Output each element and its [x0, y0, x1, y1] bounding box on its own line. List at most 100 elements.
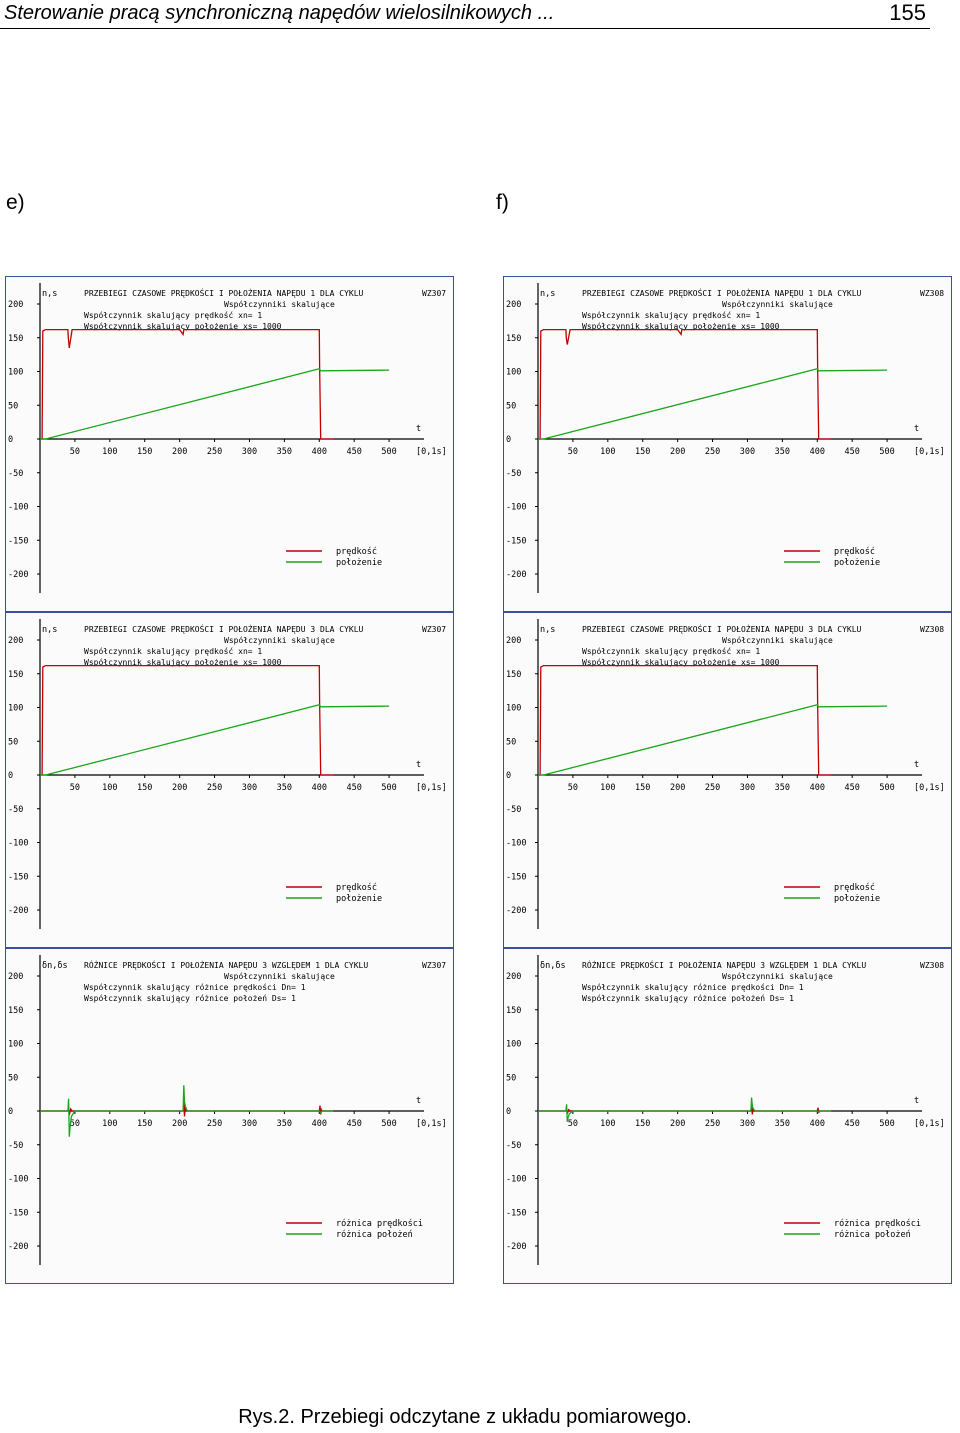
x-tick-label: 500 — [381, 1119, 396, 1129]
chart-panel-e2: 200 150 100 50 0 -50 -100 -150 -200 50 100 150 200 25… — [5, 612, 454, 948]
x-tick-label: 350 — [775, 447, 790, 457]
chart-title: PRZEBIEGI CZASOWE PRĘDKOŚCI I POŁOŻENIA … — [582, 623, 862, 634]
y-tick-label: 150 — [506, 1006, 521, 1016]
x-tick-label: 450 — [845, 1119, 860, 1129]
chart-info-line: Współczynnik skalujący prędkość xn= 1 — [84, 310, 262, 320]
legend-label: różnica położeń — [336, 1229, 413, 1240]
series-line — [538, 1097, 832, 1122]
x-tick-label: 350 — [277, 783, 292, 793]
x-tick-label: 150 — [137, 447, 152, 457]
y-tick-label: -50 — [8, 469, 23, 479]
chart-panel-e3: 200 150 100 50 0 -50 -100 -150 -200 50 100 150 200 25… — [5, 948, 454, 1284]
legend-label: położenie — [834, 558, 880, 568]
legend-label: prędkość — [834, 546, 875, 557]
x-tick-label: 100 — [102, 1119, 117, 1129]
chart-title: PRZEBIEGI CZASOWE PRĘDKOŚCI I POŁOŻENIA … — [582, 287, 862, 298]
series-line — [40, 1085, 334, 1137]
y-tick-label: -50 — [506, 805, 521, 815]
chart-info-line: Współczynnik skalujący położenie xs= 100… — [582, 321, 780, 331]
y-axis-label: δn,δs — [540, 961, 566, 971]
chart-info-line: Współczynniki skalujące — [224, 635, 335, 645]
chart-info-line: Współczynniki skalujące — [722, 299, 833, 309]
y-axis-label: n,s — [540, 625, 555, 635]
x-tick-label: 150 — [137, 783, 152, 793]
y-tick-label: 100 — [8, 704, 23, 714]
series-line — [538, 368, 888, 440]
y-axis-label: n,s — [42, 289, 57, 299]
x-tick-label: 250 — [705, 1119, 720, 1129]
y-tick-label: 0 — [8, 771, 13, 781]
chart-panel-f1: 200 150 100 50 0 -50 -100 -150 -200 50 100 150 200 25… — [503, 276, 952, 612]
y-tick-label: 200 — [8, 636, 23, 646]
y-tick-label: 200 — [506, 636, 521, 646]
y-tick-label: 50 — [506, 1073, 516, 1083]
x-tick-label: 50 — [568, 447, 578, 457]
series-line — [40, 368, 390, 440]
series-line — [538, 328, 832, 440]
x-tick-label: 300 — [242, 1119, 257, 1129]
y-tick-label: 0 — [506, 771, 511, 781]
chart-code: WZ307 — [422, 961, 446, 970]
y-tick-label: -100 — [506, 1175, 526, 1185]
chart-info-line: Współczynniki skalujące — [722, 971, 833, 981]
chart-info-line: Współczynnik skalujący różnice prędkości… — [84, 982, 306, 992]
y-tick-label: 150 — [506, 334, 521, 344]
x-tick-label: 100 — [600, 447, 615, 457]
series-line — [40, 328, 334, 440]
x-tick-label: 200 — [172, 783, 187, 793]
chart-title: PRZEBIEGI CZASOWE PRĘDKOŚCI I POŁOŻENIA … — [84, 623, 364, 634]
chart-code: WZ308 — [920, 289, 944, 298]
y-tick-label: -100 — [8, 1175, 28, 1185]
x-tick-label: 500 — [879, 783, 894, 793]
x-tick-label: 200 — [172, 447, 187, 457]
legend-label: położenie — [336, 894, 382, 904]
sublabel-f: f) — [496, 191, 509, 214]
chart-code: WZ307 — [422, 625, 446, 634]
x-tick-label: 250 — [207, 1119, 222, 1129]
y-tick-label: 50 — [506, 401, 516, 411]
y-tick-label: 100 — [8, 1040, 23, 1050]
x-axis-unit: [0,1s] — [914, 447, 945, 457]
chart-info-line: Współczynniki skalujące — [224, 299, 335, 309]
series-line — [40, 664, 334, 776]
x-axis-unit: [0,1s] — [416, 447, 447, 457]
y-tick-label: 200 — [506, 972, 521, 982]
y-tick-label: -100 — [8, 839, 28, 849]
series-line — [40, 704, 390, 776]
y-axis-label: δn,δs — [42, 961, 68, 971]
legend-label: położenie — [336, 558, 382, 568]
x-tick-label: 300 — [740, 783, 755, 793]
x-axis-unit: [0,1s] — [416, 1119, 447, 1129]
x-tick-label: 50 — [70, 447, 80, 457]
y-tick-label: -200 — [506, 570, 526, 580]
chart-code: WZ308 — [920, 961, 944, 970]
chart-info-line: Współczynnik skalujący prędkość xn= 1 — [84, 646, 262, 656]
x-tick-label: 50 — [70, 783, 80, 793]
x-tick-label: 400 — [810, 447, 825, 457]
chart-info-line: Współczynnik skalujący położenie xs= 100… — [84, 321, 282, 331]
x-tick-label: 350 — [775, 783, 790, 793]
x-tick-label: 350 — [277, 447, 292, 457]
y-tick-label: 50 — [8, 737, 18, 747]
chart-panel-f2: 200 150 100 50 0 -50 -100 -150 -200 50 100 150 200 25… — [503, 612, 952, 948]
chart-title: RÓŻNICE PRĘDKOŚCI I POŁOŻENIA NAPĘDU 3 W… — [84, 959, 368, 970]
y-tick-label: -150 — [8, 536, 28, 546]
y-tick-label: -100 — [506, 503, 526, 513]
chart-info-line: Współczynnik skalujący różnice położeń D… — [84, 993, 296, 1003]
x-tick-label: 300 — [242, 783, 257, 793]
y-tick-label: -150 — [506, 872, 526, 882]
y-tick-label: -200 — [506, 906, 526, 916]
series-line — [538, 1105, 832, 1115]
chart-info-line: Współczynnik skalujący prędkość xn= 1 — [582, 310, 760, 320]
page-header: Sterowanie pracą synchroniczną napędów w… — [0, 0, 930, 29]
x-tick-label: 100 — [600, 1119, 615, 1129]
x-tick-label: 400 — [810, 1119, 825, 1129]
x-tick-label: 450 — [845, 783, 860, 793]
y-tick-label: 100 — [506, 368, 521, 378]
x-tick-label: 150 — [635, 1119, 650, 1129]
x-axis-label: t — [914, 760, 919, 770]
chart-info-line: Współczynnik skalujący różnice położeń D… — [582, 993, 794, 1003]
y-tick-label: 100 — [506, 1040, 521, 1050]
